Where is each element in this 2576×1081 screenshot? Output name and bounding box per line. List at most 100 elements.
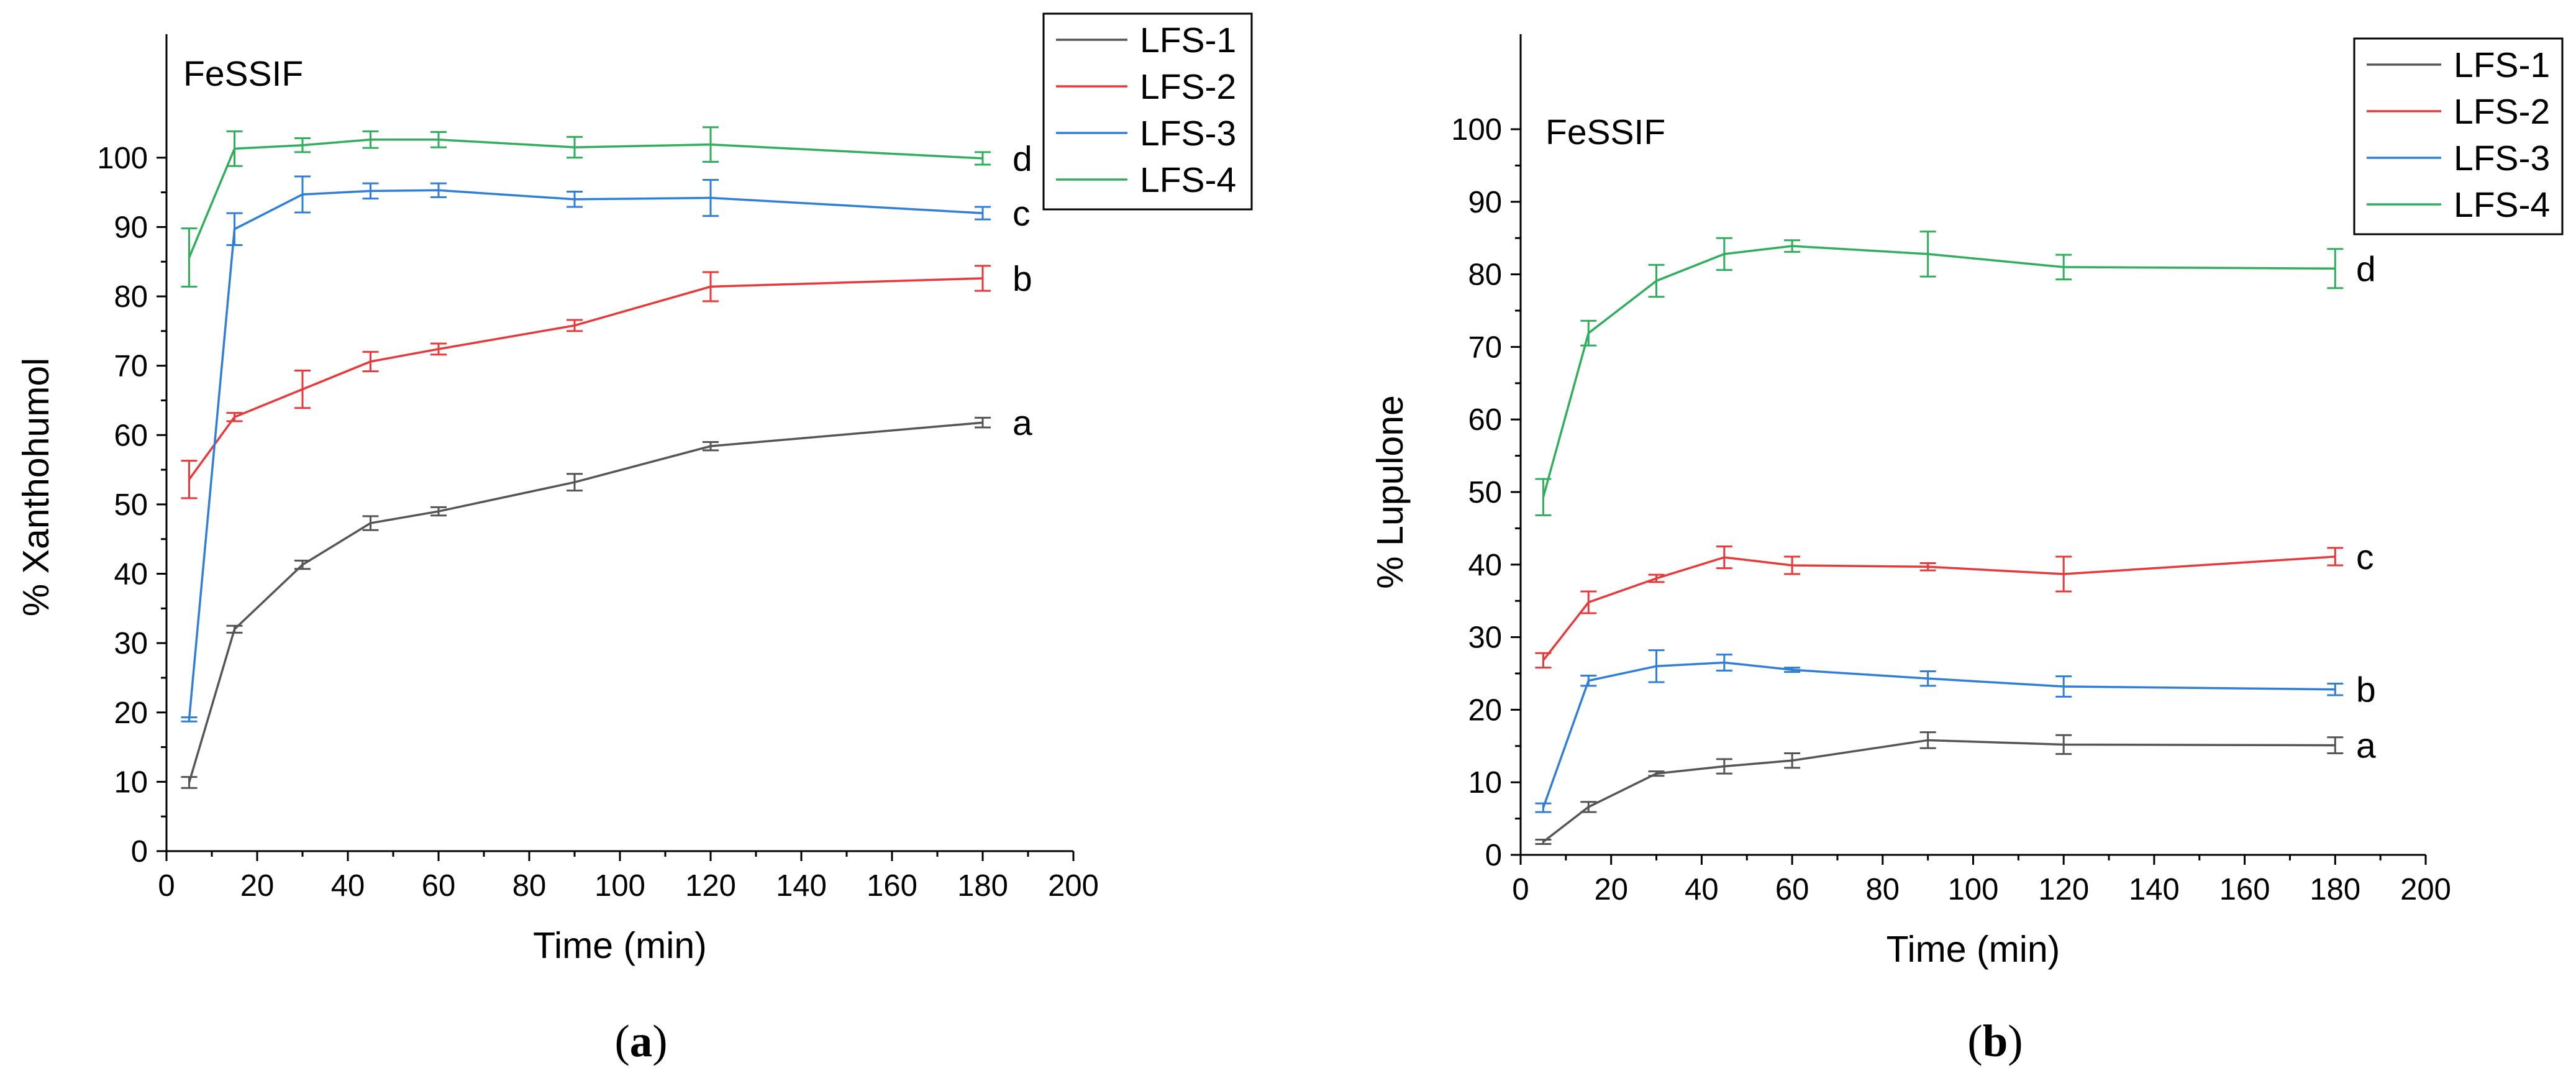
series-line (1542, 661, 2336, 808)
legend-label: LFS-1 (2454, 45, 2550, 85)
y-axis-title: % Lupulone (1370, 395, 1411, 589)
x-tick-label: 80 (512, 869, 547, 903)
x-tick-label: 100 (594, 869, 645, 903)
subfigure-label: (b) (1967, 1016, 2023, 1066)
data-point (1587, 601, 1590, 604)
data-point (437, 510, 440, 513)
legend-box (1042, 12, 1253, 211)
y-tick-label: 40 (114, 558, 148, 591)
x-tick-label: 60 (422, 869, 456, 903)
legend: LFS-1 LFS-2 LFS-3 LFS-4 (2353, 37, 2564, 235)
legend-label: LFS-2 (2454, 92, 2550, 132)
data-point (709, 285, 712, 288)
x-tick-label: 60 (1775, 873, 1809, 906)
series-LFS-1 (1535, 731, 2344, 845)
y-tick-label: 60 (1468, 403, 1502, 437)
x-tick-label: 40 (1685, 873, 1719, 906)
y-tick-label: 40 (1468, 549, 1502, 582)
data-point (1542, 496, 1544, 498)
series-LFS-2 (181, 265, 991, 499)
series-line (1542, 245, 2336, 498)
x-axis-title: Time (min) (533, 925, 707, 966)
data-point (1723, 765, 1726, 768)
y-tick-label: 30 (114, 627, 148, 660)
data-point (1927, 739, 1929, 741)
series-LFS-3 (1535, 649, 2344, 813)
data-point (370, 522, 371, 524)
x-tick-label: 120 (685, 869, 736, 903)
x-tick-label: 0 (158, 869, 175, 903)
series-line (188, 277, 983, 480)
x-tick-label: 40 (331, 869, 365, 903)
data-point (981, 157, 984, 160)
data-point (301, 388, 304, 391)
series-line (1542, 739, 2336, 843)
y-tick-label: 100 (97, 142, 148, 175)
y-tick-label: 20 (1468, 693, 1502, 727)
series-annotation: b (1013, 259, 1032, 299)
y-tick-label: 10 (114, 765, 148, 799)
data-point (234, 416, 235, 418)
data-point (1927, 677, 1929, 680)
data-point (234, 147, 235, 150)
data-point (2334, 744, 2336, 747)
x-tick-label: 100 (1948, 873, 1999, 906)
data-point (437, 348, 440, 350)
data-point (370, 189, 371, 192)
x-tick-label: 140 (776, 869, 827, 903)
legend: LFS-1 LFS-2 LFS-3 LFS-4 (1042, 12, 1253, 211)
series-annotation: c (1013, 194, 1031, 234)
data-point (981, 212, 984, 214)
data-point (573, 198, 576, 201)
x-tick-label: 20 (1594, 873, 1628, 906)
y-tick-label: 90 (114, 211, 148, 244)
data-point (1655, 280, 1658, 282)
y-tick-label: 90 (1468, 186, 1502, 219)
y-tick-label: 60 (114, 419, 148, 452)
legend-label: LFS-4 (2454, 185, 2550, 225)
series-LFS-1 (181, 416, 991, 789)
data-point (370, 360, 371, 363)
x-tick-label: 180 (2310, 873, 2360, 906)
y-tick-label: 50 (114, 488, 148, 522)
data-point (1587, 332, 1590, 334)
chart-panel-a: 0 20 40 60 80 100 120 140 160 180 200 0 10 20 30 40 50 60… (16, 12, 1253, 1066)
x-tick-label: 200 (2400, 873, 2451, 906)
series-annotation: d (2356, 249, 2376, 289)
data-point (573, 324, 576, 327)
data-point (437, 189, 440, 191)
x-tick-label: 160 (867, 869, 917, 903)
data-point (2062, 685, 2065, 688)
series-annotation: b (2356, 670, 2376, 710)
panel-title: FeSSIF (1545, 112, 1665, 152)
x-tick-label: 200 (1048, 869, 1099, 903)
y-axis-title: % Xanthohumol (16, 358, 57, 617)
data-point (234, 228, 235, 230)
y-tick-label: 0 (131, 835, 148, 869)
data-point (1542, 806, 1544, 809)
data-point (1791, 245, 1793, 247)
subfigure-label: (a) (614, 1016, 667, 1066)
series-LFS-3 (181, 175, 991, 723)
y-tick-label: 50 (1468, 476, 1502, 509)
data-point (188, 718, 190, 721)
series-line (188, 139, 983, 258)
data-point (301, 563, 304, 566)
subfigure-paren: ( (1967, 1016, 1982, 1066)
data-point (301, 144, 304, 147)
data-point (188, 478, 190, 481)
y-tick-label: 70 (114, 350, 148, 383)
y-tick-label: 30 (1468, 621, 1502, 655)
y-tick-label: 80 (1468, 258, 1502, 292)
x-tick-label: 0 (1512, 873, 1529, 906)
y-tick-label: 0 (1485, 839, 1502, 872)
legend-label: LFS-1 (1140, 21, 1236, 60)
data-point (1542, 659, 1544, 662)
data-point (2334, 555, 2336, 558)
x-tick-label: 140 (2129, 873, 2180, 906)
data-point (2334, 267, 2336, 270)
subfigure-paren: ) (2008, 1016, 2023, 1066)
data-point (1927, 565, 1929, 568)
data-point (1655, 665, 1658, 667)
data-point (573, 146, 576, 148)
